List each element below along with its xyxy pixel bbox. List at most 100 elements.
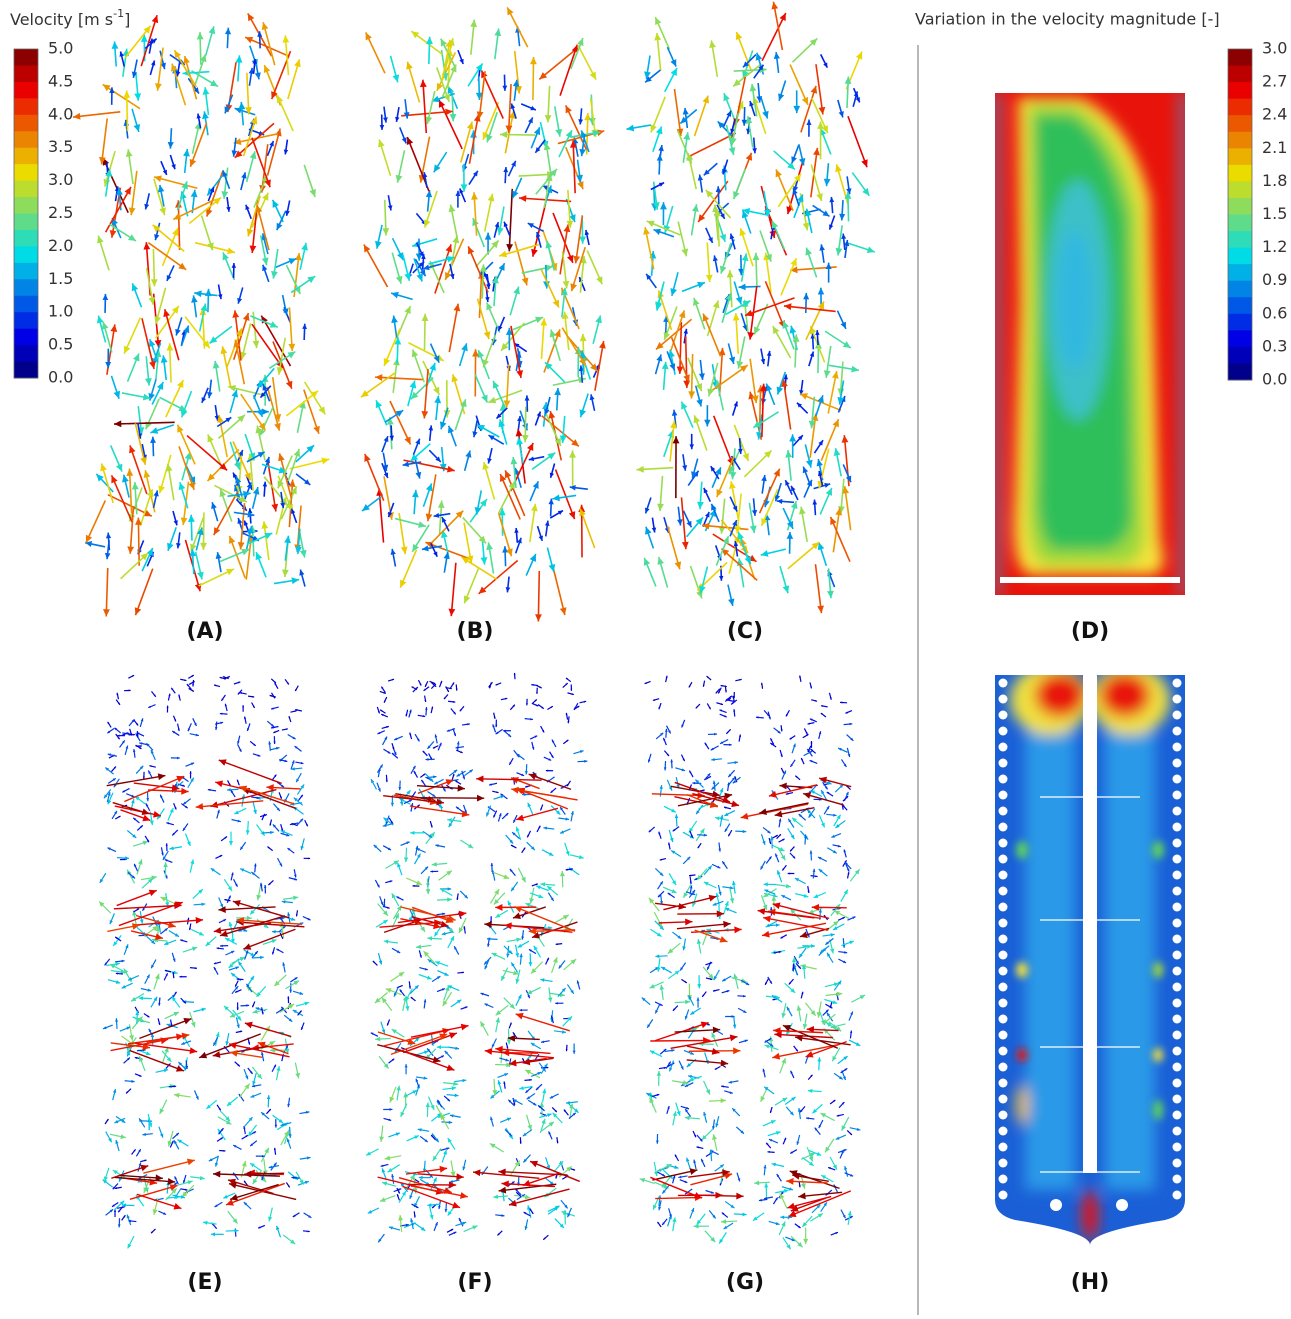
vector-head (803, 223, 810, 231)
vector-head (660, 202, 667, 209)
vector-head (541, 1119, 545, 1124)
vector-head (253, 1009, 258, 1013)
vector-shaft (411, 1026, 469, 1038)
vector-shaft (111, 1039, 169, 1050)
vector-head (657, 1071, 661, 1076)
vector-head (102, 294, 108, 300)
hole (1173, 919, 1182, 928)
colorbar-band (14, 246, 38, 263)
vector-head (412, 349, 418, 357)
vector-head (694, 415, 700, 423)
vector-head (450, 114, 457, 121)
vector-head (426, 513, 433, 521)
vector-head (461, 343, 468, 351)
vector-head (189, 482, 195, 490)
vector-head (750, 525, 757, 533)
vector-head (472, 431, 477, 437)
hole (999, 1047, 1008, 1056)
vector-head (438, 501, 445, 508)
vector-head (155, 933, 163, 940)
vector-head (560, 871, 565, 876)
vector-head (462, 1222, 466, 1225)
vector-head (97, 236, 104, 244)
vector-head (295, 547, 302, 554)
hole (999, 759, 1008, 768)
vector-head (432, 862, 437, 867)
hole (999, 983, 1008, 992)
vector-head (197, 572, 204, 580)
hole (999, 951, 1008, 960)
vector-head (488, 194, 495, 202)
vector-head (129, 1035, 134, 1041)
hole (1173, 887, 1182, 896)
vector-head (190, 1047, 198, 1054)
vector-head (742, 253, 749, 261)
vector-head (657, 154, 663, 161)
vector-head (453, 304, 460, 312)
vector-head (514, 528, 518, 533)
vector-head (150, 427, 158, 433)
vector-head (143, 841, 148, 845)
hole (999, 1111, 1008, 1120)
vector-shaft (114, 422, 175, 424)
vector-head (843, 341, 851, 348)
vector-head (497, 227, 504, 235)
vector-head (851, 366, 859, 373)
vector-field (640, 675, 865, 1249)
colorbar-band (1228, 148, 1252, 165)
hole (1050, 1199, 1062, 1211)
hole (1173, 1127, 1182, 1136)
vector-head (426, 483, 432, 491)
hole (1116, 1199, 1128, 1211)
vector-shaft (573, 140, 575, 193)
colorbar-band (14, 279, 38, 296)
vector-head (301, 243, 308, 251)
vector-head (123, 91, 130, 98)
vector-head (403, 461, 409, 467)
vector-field (361, 7, 606, 621)
vector-head (839, 214, 845, 221)
vector-head (282, 35, 289, 42)
vector-head (653, 229, 661, 235)
vector-shaft (233, 901, 289, 918)
panel-labels: (A)(B)(C)(D)(E)(F)(G)(H) (186, 619, 1109, 1295)
vector-head (817, 1057, 821, 1061)
vector-head (361, 390, 369, 397)
vector-head (272, 939, 277, 943)
vector-head (681, 248, 688, 256)
hole (999, 1015, 1008, 1024)
vector-head (579, 236, 586, 243)
vector-head (397, 863, 401, 868)
vector-head (288, 1134, 291, 1138)
vector-head (205, 289, 212, 296)
hole (1173, 983, 1182, 992)
vector-shaft (714, 416, 733, 466)
hole (999, 1191, 1008, 1200)
vector-head (246, 830, 250, 834)
vector-head (540, 882, 545, 886)
colorbar-band (14, 329, 38, 346)
vector-head (150, 437, 156, 443)
vector-head (287, 996, 289, 998)
hole (1173, 775, 1182, 784)
vector-head (709, 40, 716, 48)
hole (1173, 871, 1182, 880)
vector-head (416, 1079, 419, 1082)
vector-head (135, 607, 141, 615)
vector-head (484, 921, 491, 928)
vector-head (599, 341, 606, 349)
vector-head (440, 421, 446, 429)
vector-head (446, 244, 452, 252)
vector-head (142, 808, 150, 815)
vector-head (516, 370, 523, 378)
colorbar-band (1228, 330, 1252, 347)
vector-head (525, 395, 530, 400)
vector-head (149, 361, 156, 369)
vector-head (496, 1017, 500, 1022)
vector-head (134, 93, 141, 101)
hole (1173, 1175, 1182, 1184)
vector-head (125, 944, 128, 948)
colorbar-tick-label: 0.0 (48, 368, 73, 387)
vector-head (416, 274, 422, 282)
vector-head (504, 1073, 508, 1076)
